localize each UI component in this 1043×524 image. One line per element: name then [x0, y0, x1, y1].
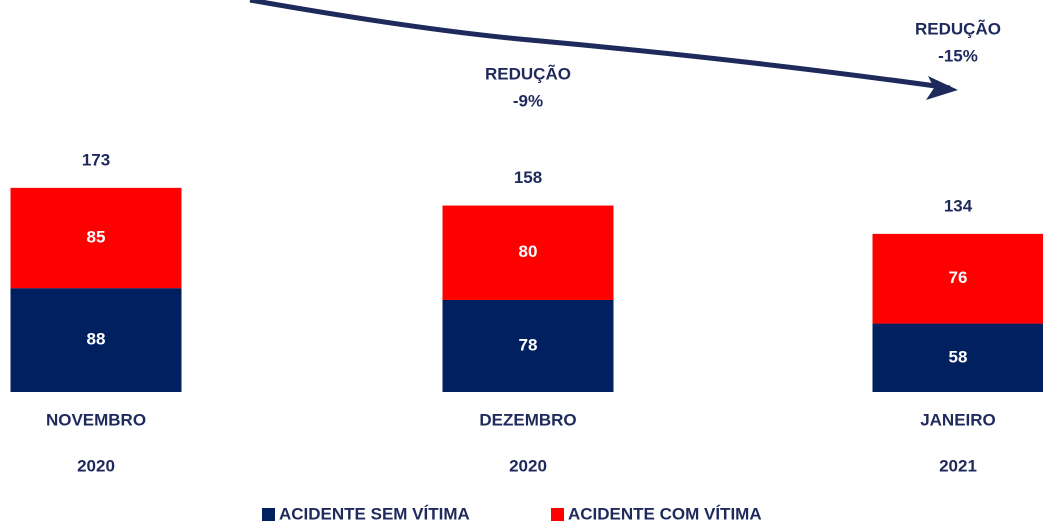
trend-arrow [249, 0, 951, 91]
bar-segment [10, 187, 182, 289]
bar-segment [442, 299, 614, 392]
total-label: 134 [944, 196, 973, 215]
legend-label: ACIDENTE COM VÍTIMA [568, 504, 762, 523]
x-tick-label: 2020 [77, 456, 115, 475]
annotation: -15% [938, 46, 978, 65]
arrow-head [926, 76, 958, 100]
bar-segment [872, 233, 1043, 324]
x-tick-label: 2021 [939, 456, 977, 475]
segment-label: 88 [87, 330, 106, 349]
bar-segment [442, 205, 614, 300]
bar-segment [10, 288, 182, 392]
segment-label: 76 [949, 268, 968, 287]
x-tick-label: DEZEMBRO [479, 410, 576, 429]
x-tick-label: NOVEMBRO [46, 410, 146, 429]
annotation: REDUÇÃO [915, 18, 1001, 38]
annotation: REDUÇÃO [485, 63, 571, 83]
segment-label: 85 [87, 227, 106, 246]
bar-segment [872, 323, 1043, 392]
legend-swatch [262, 508, 275, 521]
total-label: 158 [514, 168, 542, 187]
legend-label: ACIDENTE SEM VÍTIMA [279, 504, 470, 523]
segment-label: 80 [519, 242, 538, 261]
segment-label: 58 [949, 347, 968, 366]
legend-swatch [551, 508, 564, 521]
segment-label: 78 [519, 335, 538, 354]
total-label: 173 [82, 150, 110, 169]
x-tick-label: 2020 [509, 456, 547, 475]
annotation: -9% [513, 91, 543, 110]
x-tick-label: JANEIRO [920, 410, 996, 429]
